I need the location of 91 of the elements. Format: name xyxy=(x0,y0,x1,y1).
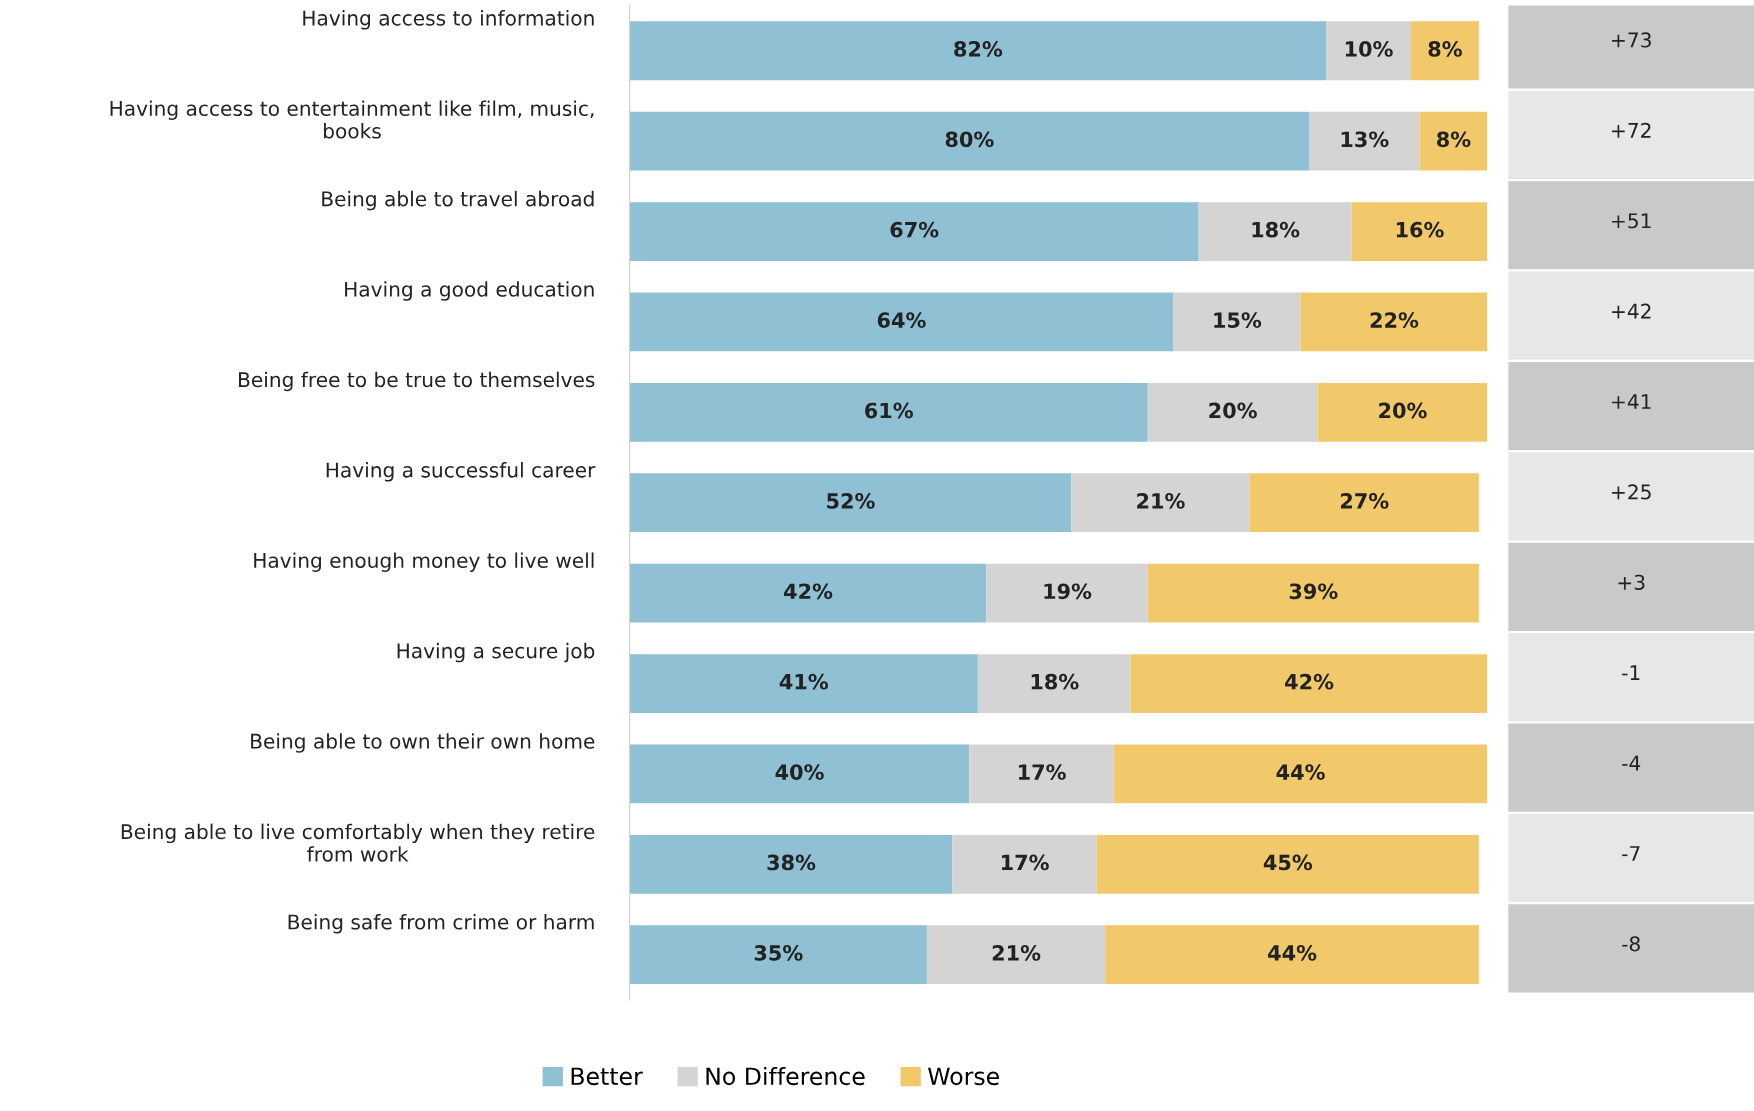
y-tick-label: Having access to entertainment like film, music, books xyxy=(110,100,594,139)
text: +72 xyxy=(1612,122,1651,138)
data-label: 17% xyxy=(1001,854,1049,871)
bar xyxy=(1309,111,1420,171)
data-label: 64% xyxy=(877,312,926,328)
text: -1 xyxy=(1622,665,1640,681)
y-tick-label: Being able to own their own home xyxy=(251,733,595,753)
text: +51 xyxy=(1612,213,1651,229)
data-label: 19% xyxy=(1044,583,1092,600)
y-tick-label: Being able to live comfortably when they retire from work xyxy=(121,823,595,862)
text: +73 xyxy=(1612,32,1651,48)
bar xyxy=(1071,473,1250,533)
bar xyxy=(1326,21,1411,81)
data-label: 44% xyxy=(1276,764,1325,780)
text: +25 xyxy=(1612,484,1651,500)
y-tick-label: Being able to travel abroad xyxy=(322,190,594,211)
bar xyxy=(629,292,1174,352)
data-label: 13% xyxy=(1341,131,1389,148)
data-label: 67% xyxy=(890,221,939,238)
data-label: 80% xyxy=(945,131,994,148)
data-label: 27% xyxy=(1340,493,1389,509)
legend-label: No Difference xyxy=(706,1066,865,1086)
bar xyxy=(629,654,978,713)
text: +3 xyxy=(1618,574,1645,590)
bar xyxy=(1198,202,1352,261)
text: -7 xyxy=(1622,846,1640,861)
bar xyxy=(986,563,1148,623)
y-tick-label: Having a secure job xyxy=(397,642,595,663)
text: -4 xyxy=(1622,755,1641,771)
bar xyxy=(952,834,1097,894)
data-label: 18% xyxy=(1252,221,1300,238)
data-label: 38% xyxy=(767,854,816,871)
legend-label: Better xyxy=(571,1067,643,1086)
text: +42 xyxy=(1612,303,1651,319)
data-label: 45% xyxy=(1263,854,1313,871)
data-label: 8% xyxy=(1428,41,1462,57)
bar xyxy=(1173,292,1301,352)
bar xyxy=(1113,744,1488,804)
bar xyxy=(1249,473,1479,533)
y-tick-label: Having enough money to live well xyxy=(254,552,594,572)
bar xyxy=(629,744,970,804)
data-label: 10% xyxy=(1345,41,1393,57)
y-tick-label: Being free to be true to themselves xyxy=(239,371,595,392)
data-label: 44% xyxy=(1268,944,1317,961)
bar xyxy=(926,925,1106,985)
bar xyxy=(1351,202,1488,261)
bar xyxy=(1410,21,1479,81)
data-label: 20% xyxy=(1379,402,1427,419)
bar xyxy=(1147,563,1479,623)
bar xyxy=(629,925,927,985)
bar xyxy=(629,111,1310,171)
data-label: 39% xyxy=(1289,583,1338,600)
data-label: 21% xyxy=(992,944,1041,961)
data-label: 40% xyxy=(775,764,824,780)
bar xyxy=(969,744,1114,804)
y-tick-label: Having a good education xyxy=(345,281,594,301)
bar xyxy=(629,563,987,623)
data-label: 17% xyxy=(1018,764,1066,780)
y-tick-label: Being safe from crime or harm xyxy=(288,914,594,934)
text: +41 xyxy=(1612,394,1651,409)
bar xyxy=(629,202,1199,261)
bar xyxy=(1419,111,1488,171)
bar xyxy=(1096,834,1479,894)
data-label: 52% xyxy=(827,493,875,509)
bar xyxy=(1130,654,1488,713)
data-label: 42% xyxy=(1285,673,1334,690)
data-label: 21% xyxy=(1137,493,1185,509)
bar xyxy=(1300,292,1488,352)
data-label: 35% xyxy=(754,944,803,961)
data-label: 20% xyxy=(1209,402,1257,419)
y-tick-label: Having access to information xyxy=(303,10,594,30)
data-label: 15% xyxy=(1214,312,1262,328)
data-label: 82% xyxy=(954,41,1003,57)
bar xyxy=(1317,382,1488,442)
bar xyxy=(629,834,953,894)
bar xyxy=(977,654,1131,713)
data-label: 22% xyxy=(1370,312,1419,328)
bar xyxy=(629,21,1327,81)
data-label: 18% xyxy=(1031,673,1079,690)
data-label: 16% xyxy=(1396,221,1444,238)
bar xyxy=(629,473,1072,533)
legend-label: Worse xyxy=(928,1067,999,1086)
data-label: 41% xyxy=(779,673,829,690)
text: -8 xyxy=(1622,936,1640,952)
y-tick-label: Having a successful career xyxy=(326,462,596,482)
bar xyxy=(1147,382,1318,442)
bar xyxy=(1105,925,1479,985)
data-label: 61% xyxy=(865,402,913,419)
data-label: 42% xyxy=(784,583,833,600)
data-label: 8% xyxy=(1437,131,1471,148)
bar xyxy=(629,382,1148,442)
